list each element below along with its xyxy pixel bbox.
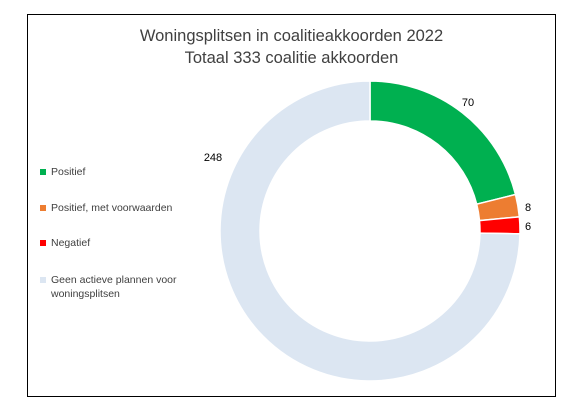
chart-title-line-1: Woningsplitsen in coalitieakkoorden 2022 — [139, 27, 444, 45]
legend-swatch-positief — [40, 169, 46, 175]
data-label-positief: 70 — [462, 97, 474, 109]
legend-label-geen-actieve-plannen: Geen actieve plannen voor woningsplitsen — [51, 274, 177, 300]
data-label-negatief: 6 — [525, 221, 531, 233]
chart-title: Woningsplitsen in coalitieakkoorden 2022… — [28, 25, 555, 69]
legend-label-positief: Positief — [51, 166, 86, 178]
legend-item-positief: Positief — [40, 165, 215, 179]
legend-label-positief-met-voorwaarden: Positief, met voorwaarden — [51, 202, 173, 214]
slice-geen-actieve-plannen — [219, 80, 521, 382]
legend-swatch-geen-actieve-plannen — [40, 277, 46, 283]
donut-chart: 70 8 6 248 — [204, 80, 531, 382]
legend-item-positief-met-voorwaarden: Positief, met voorwaarden — [40, 201, 215, 215]
legend-item-geen-actieve-plannen: Geen actieve plannen voor woningsplitsen — [40, 273, 215, 301]
chart-subtitle: Totaal 333 coalitie akkoorden — [184, 49, 399, 67]
data-label-geen-actieve-plannen: 248 — [204, 152, 222, 164]
legend-item-negatief: Negatief — [40, 236, 215, 250]
legend-swatch-positief-met-voorwaarden — [40, 205, 46, 211]
slice-negatief — [478, 216, 521, 235]
data-label-positief-met-voorwaarden: 8 — [525, 202, 531, 214]
slice-positief — [369, 80, 517, 206]
chart-frame: Woningsplitsen in coalitieakkoorden 2022… — [27, 14, 556, 397]
legend-label-negatief: Negatief — [51, 237, 91, 249]
legend-swatch-negatief — [40, 240, 46, 246]
